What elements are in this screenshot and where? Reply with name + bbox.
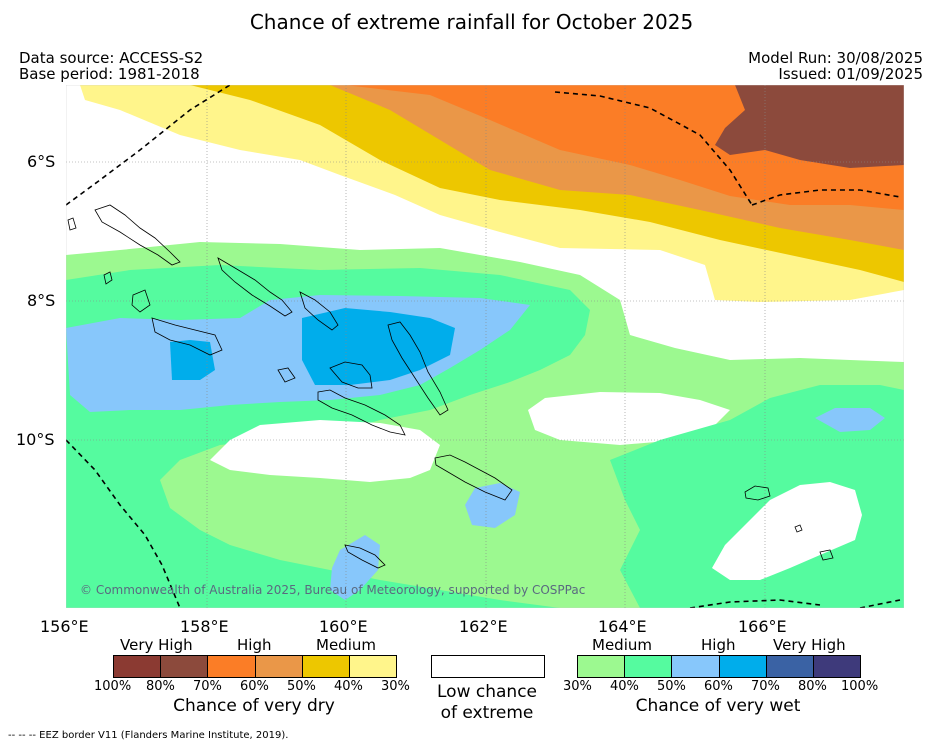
wet-tick: 100%: [841, 679, 879, 694]
issued-text: Issued: 01/09/2025: [778, 65, 923, 83]
legend-wet-medium: Medium: [592, 636, 652, 654]
wet-50-patch-s: [465, 483, 520, 528]
wet-tick: 80%: [798, 679, 827, 694]
dry-tick: 70%: [193, 679, 222, 694]
wet-swatch: [766, 656, 814, 677]
legend-wet-title: Chance of very wet: [635, 696, 801, 716]
dry-tick: 80%: [146, 679, 175, 694]
dry-tick: 40%: [334, 679, 363, 694]
legend-dry-very-high: Very High: [120, 636, 193, 654]
low-chance-patch-south: [210, 420, 440, 482]
legend-low-chance-swatch: [431, 655, 545, 678]
legend-wet-very-high: Very High: [773, 636, 846, 654]
run-info: Model Run: 30/08/2025 Issued: 01/09/2025: [748, 50, 923, 82]
dry-tick: 30%: [381, 679, 410, 694]
eez-border: [66, 85, 901, 608]
dry-swatch: [255, 656, 303, 677]
base-period-text: Base period: 1981-2018: [19, 65, 200, 83]
wet-tick: 30%: [563, 679, 592, 694]
legend-low-chance-title: Low chance of extreme: [420, 682, 554, 724]
wet-50-patch-ne: [815, 408, 885, 432]
low-chance-patch-east: [528, 392, 730, 445]
wet-60-patch-west: [170, 340, 215, 380]
wet-60-region: [302, 308, 455, 385]
lon-label-156e: 156°E: [40, 617, 89, 636]
wet-swatch: [719, 656, 767, 677]
legend-wet-high: High: [701, 636, 736, 654]
wet-swatch: [813, 656, 861, 677]
legend-wet-colorbar: [577, 655, 861, 678]
wet-swatch: [625, 656, 673, 677]
dry-swatch: [349, 656, 397, 677]
copyright-text: © Commonwealth of Australia 2025, Bureau…: [80, 583, 585, 597]
map-title: Chance of extreme rainfall for October 2…: [249, 10, 694, 34]
dry-swatch: [114, 656, 162, 677]
data-source-text: Data source: ACCESS-S2: [19, 49, 204, 67]
lon-label-164e: 164°E: [598, 617, 647, 636]
dry-80-region: [715, 85, 904, 168]
coastlines: [67, 204, 834, 569]
graticule: [66, 85, 904, 608]
dry-swatch: [302, 656, 350, 677]
wet-tick: 40%: [610, 679, 639, 694]
wet-swatch: [578, 656, 626, 677]
lat-label-6s: 6°S: [27, 152, 56, 171]
lat-label-10s: 10°S: [16, 430, 55, 449]
legend-dry-colorbar: [113, 655, 397, 678]
wet-swatch: [672, 656, 720, 677]
eez-footnote: -- -- -- EEZ border V11 (Flanders Marine…: [8, 730, 289, 741]
legend-dry-medium: Medium: [316, 636, 376, 654]
dry-swatch: [208, 656, 256, 677]
low-chance-patch-southeast: [712, 482, 862, 580]
dry-tick: 60%: [240, 679, 269, 694]
source-info: Data source: ACCESS-S2 Base period: 1981…: [19, 50, 203, 82]
lon-label-162e: 162°E: [459, 617, 508, 636]
dry-swatch: [161, 656, 209, 677]
lon-label-158e: 158°E: [180, 617, 229, 636]
legend-dry-high: High: [237, 636, 272, 654]
legend-low-line2: of extreme: [440, 703, 534, 723]
lat-label-8s: 8°S: [27, 291, 56, 310]
rainfall-map: © Commonwealth of Australia 2025, Bureau…: [66, 85, 904, 608]
wet-tick: 70%: [751, 679, 780, 694]
lon-label-166e: 166°E: [738, 617, 787, 636]
legend-dry-title: Chance of very dry: [173, 696, 335, 716]
lon-label-160e: 160°E: [319, 617, 368, 636]
dry-tick: 100%: [94, 679, 132, 694]
wet-tick: 50%: [657, 679, 686, 694]
legend-low-line1: Low chance: [437, 682, 537, 702]
wet-tick: 60%: [704, 679, 733, 694]
dry-tick: 50%: [287, 679, 316, 694]
model-run-text: Model Run: 30/08/2025: [748, 49, 923, 67]
